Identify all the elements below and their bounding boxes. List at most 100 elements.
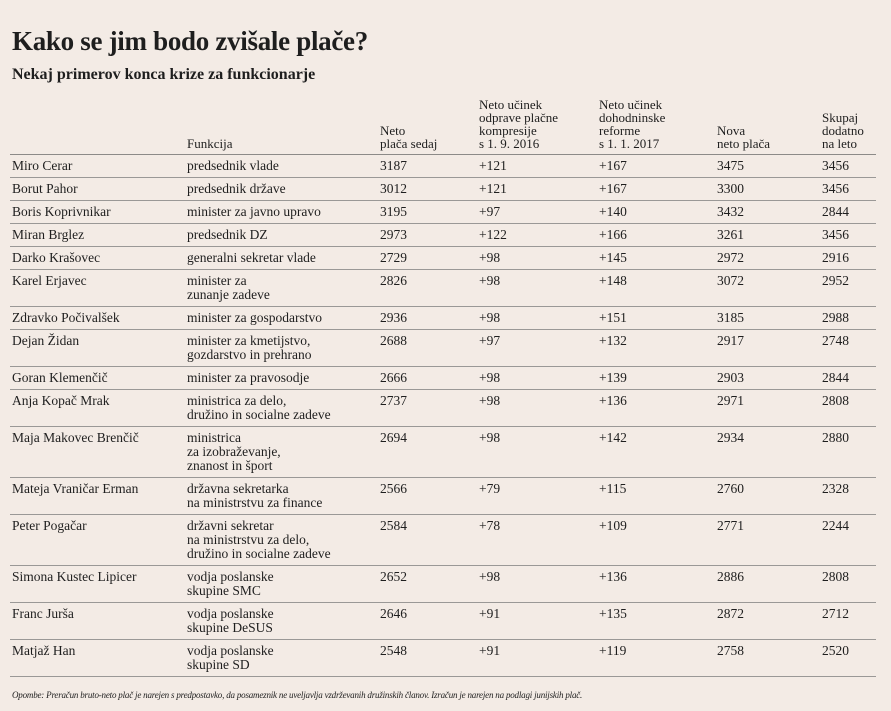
cell-compression-effect: +98 [479,393,501,408]
cell-tax-reform-effect: +166 [599,227,627,242]
cell-compression-effect: +78 [479,518,501,533]
table-row: Miran Brglez predsednik DZ 2973 +122 +166 326… [10,224,876,247]
cell-tax-reform-effect: +136 [599,569,627,584]
cell-new-net-salary: 3072 [717,273,744,288]
cell-function: generalni sekretar vlade [187,250,316,265]
cell-compression-effect: +79 [479,481,501,496]
cell-net-salary-now: 2652 [380,569,407,584]
table-body: Miro Cerar predsednik vlade 3187 +121 +167 34… [10,155,876,677]
cell-new-net-salary: 2760 [717,481,744,496]
table-row: Darko Krašovec generalni sekretar vlade 27… [10,247,876,270]
cell-function: minister za pravosodje [187,370,310,385]
cell-name: Peter Pogačar [12,518,87,533]
cell-new-net-salary: 3300 [717,181,744,196]
cell-name: Boris Koprivnikar [12,204,111,219]
cell-new-net-salary: 2971 [717,393,744,408]
cell-net-salary-now: 2688 [380,333,407,348]
column-header-compression-effect: Neto učinek odprave plačne kompresije s … [479,97,559,151]
cell-total-extra-per-year: 2916 [822,250,849,265]
cell-compression-effect: +98 [479,310,501,325]
table-row: Boris Koprivnikar minister za javno uprav… [10,201,876,224]
cell-net-salary-now: 2973 [380,227,407,242]
page-title: Kako se jim bodo zvišale plače? [12,26,368,56]
cell-name: Franc Jurša [12,606,74,621]
cell-compression-effect: +98 [479,273,501,288]
table-row: Matjaž Han vodja poslanske skupine SD 2548… [10,640,876,677]
cell-name: Karel Erjavec [12,273,87,288]
cell-name: Miran Brglez [12,227,85,242]
cell-tax-reform-effect: +145 [599,250,627,265]
cell-new-net-salary: 2903 [717,370,744,385]
footnote: Opombe: Preračun bruto-neto plač je nare… [12,690,583,700]
cell-compression-effect: +98 [479,370,501,385]
table-row: Peter Pogačar državni sekretar na ministr… [10,515,876,566]
cell-total-extra-per-year: 2880 [822,430,849,445]
cell-compression-effect: +91 [479,606,501,621]
cell-compression-effect: +98 [479,569,501,584]
cell-name: Matjaž Han [12,643,76,658]
cell-compression-effect: +122 [479,227,507,242]
cell-tax-reform-effect: +151 [599,310,627,325]
cell-compression-effect: +121 [479,158,507,173]
table-row: Zdravko Počivalšek minister za gospodarst… [10,307,876,330]
column-header-total-extra-per-year: Skupaj dodatno na leto [822,110,864,151]
table-row: Anja Kopač Mrak ministrica za delo, druži… [10,390,876,427]
cell-name: Dejan Židan [12,333,80,348]
table-row: Goran Klemenčič minister za pravosodje 266… [10,367,876,390]
cell-function: vodja poslanske skupine SD [187,643,274,672]
cell-net-salary-now: 2666 [380,370,407,385]
cell-function: predsednik vlade [187,158,279,173]
cell-name: Darko Krašovec [12,250,101,265]
cell-net-salary-now: 2826 [380,273,407,288]
table-row: Franc Jurša vodja poslanske skupine DeSUS… [10,603,876,640]
cell-new-net-salary: 3185 [717,310,744,325]
cell-name: Miro Cerar [12,158,73,173]
cell-total-extra-per-year: 2328 [822,481,849,496]
table-row: Karel Erjavec minister za zunanje zadeve 2… [10,270,876,307]
header-row: Funkcija Neto plača sedaj Neto učinek odpr… [10,98,876,155]
table-row: Borut Pahor predsednik države 3012 +121 +167… [10,178,876,201]
cell-function: predsednik DZ [187,227,268,242]
column-header-name [10,98,185,155]
cell-new-net-salary: 2886 [717,569,744,584]
cell-tax-reform-effect: +135 [599,606,627,621]
cell-net-salary-now: 2566 [380,481,407,496]
cell-tax-reform-effect: +142 [599,430,627,445]
cell-net-salary-now: 2729 [380,250,407,265]
cell-name: Zdravko Počivalšek [12,310,120,325]
cell-total-extra-per-year: 2988 [822,310,849,325]
cell-tax-reform-effect: +148 [599,273,627,288]
cell-net-salary-now: 2737 [380,393,407,408]
cell-function: vodja poslanske skupine SMC [187,569,274,598]
cell-tax-reform-effect: +136 [599,393,627,408]
table-row: Maja Makovec Brenčič ministrica za izobra… [10,427,876,478]
cell-net-salary-now: 3195 [380,204,407,219]
cell-compression-effect: +91 [479,643,501,658]
table-row: Simona Kustec Lipicer vodja poslanske sku… [10,566,876,603]
cell-compression-effect: +97 [479,204,501,219]
cell-compression-effect: +98 [479,250,501,265]
cell-new-net-salary: 2771 [717,518,744,533]
cell-tax-reform-effect: +167 [599,158,627,173]
cell-net-salary-now: 3187 [380,158,407,173]
cell-tax-reform-effect: +132 [599,333,627,348]
cell-total-extra-per-year: 3456 [822,158,849,173]
cell-total-extra-per-year: 3456 [822,181,849,196]
cell-net-salary-now: 2584 [380,518,407,533]
cell-new-net-salary: 2934 [717,430,744,445]
cell-function: minister za javno upravo [187,204,321,219]
cell-compression-effect: +121 [479,181,507,196]
cell-total-extra-per-year: 2244 [822,518,849,533]
cell-compression-effect: +98 [479,430,501,445]
cell-net-salary-now: 3012 [380,181,407,196]
cell-function: ministrica za delo, družino in socialne … [187,393,331,422]
cell-total-extra-per-year: 2844 [822,370,849,385]
cell-new-net-salary: 2758 [717,643,744,658]
cell-name: Goran Klemenčič [12,370,108,385]
cell-total-extra-per-year: 2808 [822,393,849,408]
column-header-new-net-salary: Nova neto plača [717,123,771,151]
cell-name: Simona Kustec Lipicer [12,569,137,584]
cell-function: predsednik države [187,181,286,196]
table-row: Dejan Židan minister za kmetijstvo, gozda… [10,330,876,367]
cell-function: minister za zunanje zadeve [187,273,270,302]
